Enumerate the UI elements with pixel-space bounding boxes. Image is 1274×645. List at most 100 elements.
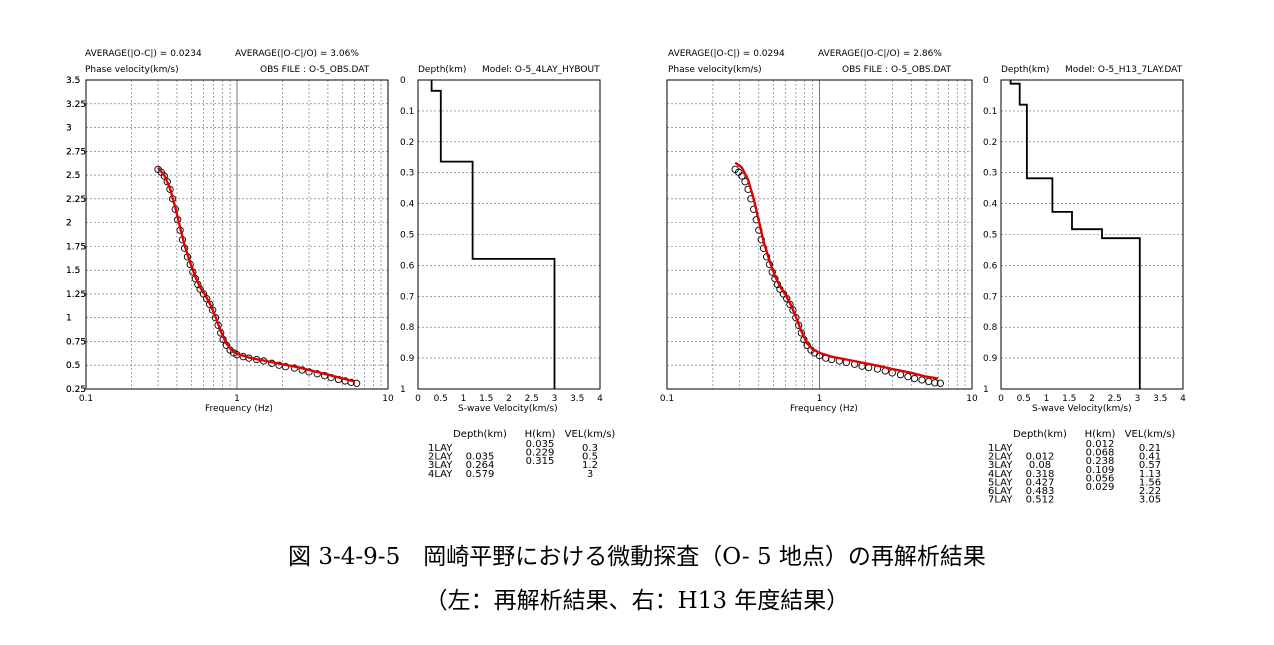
y-tick-label: 0 [400, 76, 406, 86]
table-layer-label: 2LAY [988, 452, 1013, 463]
model-label: Model: O-5_H13_7LAY.DAT [1065, 65, 1183, 75]
x-tick-label: 10 [382, 394, 394, 404]
x-tick-label: 3 [552, 394, 558, 404]
y-tick-label: 0.6 [983, 261, 998, 271]
obs-file-label: OBS FILE : O-5_OBS.DAT [842, 65, 952, 75]
y-tick-label: 2.75 [66, 147, 86, 157]
table-depth-value: 0.579 [466, 469, 495, 480]
observed-point [910, 374, 919, 383]
model-label: Model: O-5_4LAY_HYBOUT [482, 65, 600, 75]
plot-frame [666, 79, 973, 390]
plot-frame [1000, 79, 1184, 390]
y-tick-label: 1 [400, 385, 406, 395]
x-tick-label: 10 [966, 394, 978, 404]
x-tick-label: 0 [415, 394, 421, 404]
y-tick-label: 0.2 [400, 138, 414, 148]
calculated-curve [734, 161, 939, 380]
table-header: VEL(km/s) [1125, 429, 1176, 440]
x-tick-label: 2.5 [525, 394, 539, 404]
plot-frame [85, 79, 389, 390]
table-h-value: 0.315 [526, 456, 555, 467]
table-layer-label: 2LAY [428, 452, 453, 463]
y-tick-label: 0.1 [983, 107, 997, 117]
dispersion-chart-left: AVERAGE(|O-C|) = 0.0234 AVERAGE(|O-C|/O)… [66, 49, 394, 414]
y-tick-label: 0.7 [400, 292, 414, 302]
table-h-value: 0.068 [1086, 448, 1115, 459]
plot-frame [417, 79, 601, 390]
observed-point [904, 372, 912, 381]
profile-chart-left: Depth(km) Model: O-5_4LAY_HYBOUT S-wave … [400, 65, 615, 480]
table-layer-label: 4LAY [988, 469, 1013, 480]
y-tick-label: 3 [66, 124, 72, 134]
y-tick-label: 0 [983, 76, 989, 86]
x-tick-label: 0.1 [660, 394, 674, 404]
profile-chart-right: Depth(km) Model: O-5_H13_7LAY.DAT S-wave… [983, 65, 1186, 506]
table-header: Depth(km) [453, 429, 507, 440]
table-depth-value: 0.035 [466, 452, 495, 463]
y-tick-label: 0.75 [66, 337, 86, 347]
x-tick-label: 1.5 [1062, 394, 1076, 404]
y-tick-label: 2.5 [66, 171, 80, 181]
y-tick-label: 1 [983, 385, 989, 395]
caption-line-2: （左：再解析結果、右：H13 年度結果） [425, 588, 850, 614]
y-tick-label: 0.75 [66, 337, 86, 347]
table-h-value: 0.029 [1086, 482, 1115, 493]
table-vel-value: 1.56 [1139, 477, 1161, 488]
table-vel-value: 0.57 [1139, 460, 1161, 471]
y-tick-label: 0.4 [983, 200, 998, 210]
x-tick-label: 2 [506, 394, 512, 404]
x-tick-label: 3 [1135, 394, 1141, 404]
x-axis-label: S-wave Velocity(km/s) [458, 404, 558, 414]
y-tick-label: 3 [66, 124, 72, 134]
x-tick-label: 0 [998, 394, 1004, 404]
phase-velocity-label: Phase velocity(km/s) [85, 65, 179, 75]
y-tick-label: 1.25 [66, 290, 86, 300]
y-tick-label: 1 [66, 314, 72, 324]
x-tick-label: 2 [1089, 394, 1095, 404]
x-tick-label: 1.5 [479, 394, 493, 404]
table-vel-value: 0.3 [582, 443, 598, 454]
y-tick-label: 1.5 [66, 266, 80, 276]
observed-point [931, 379, 939, 387]
table-depth-value: 0.264 [466, 460, 495, 471]
x-tick-label: 3.5 [570, 394, 584, 404]
y-tick-label: 0.9 [983, 354, 998, 364]
avg-rel-text: AVERAGE(|O-C|/O) = 3.06% [235, 49, 359, 59]
calculated-curve [157, 166, 355, 383]
table-layer-label: 3LAY [428, 460, 453, 471]
depth-label: Depth(km) [418, 65, 466, 75]
x-tick-label: 1 [1044, 394, 1050, 404]
table-h-value: 0.109 [1086, 465, 1115, 476]
table-header: Depth(km) [1013, 429, 1067, 440]
caption-line-1: 図 3-4-9-5 岡崎平野における微動探査（O- 5 地点）の再解析結果 [288, 544, 986, 570]
x-tick-label: 1 [817, 394, 823, 404]
table-layer-label: 3LAY [988, 460, 1013, 471]
avg-rel-text: AVERAGE(|O-C|/O) = 2.86% [818, 49, 942, 59]
depth-label: Depth(km) [1001, 65, 1049, 75]
x-tick-label: 0.5 [1017, 394, 1031, 404]
table-depth-value: 0.318 [1026, 469, 1055, 480]
table-layer-label: 6LAY [988, 486, 1013, 497]
table-vel-value: 1.2 [582, 460, 598, 471]
observed-point [918, 376, 926, 384]
velocity-profile-line [1009, 80, 1141, 389]
table-vel-value: 3.05 [1139, 495, 1161, 506]
y-tick-label: 0.1 [400, 107, 414, 117]
table-layer-label: 7LAY [988, 495, 1013, 506]
phase-velocity-label: Phase velocity(km/s) [668, 65, 762, 75]
table-h-value: 0.056 [1086, 473, 1115, 484]
y-tick-label: 2 [66, 219, 72, 229]
table-layer-label: 1LAY [988, 443, 1013, 454]
y-tick-label: 3.5 [66, 76, 80, 86]
y-tick-label: 0.5 [66, 361, 80, 371]
observed-point [925, 377, 933, 386]
table-depth-value: 0.483 [1026, 486, 1055, 497]
x-tick-label: 1 [234, 394, 240, 404]
avg-abs-text: AVERAGE(|O-C|) = 0.0234 [85, 49, 202, 59]
dispersion-chart-right: AVERAGE(|O-C|) = 0.0294 AVERAGE(|O-C|/O)… [66, 49, 978, 414]
y-tick-label: 2.5 [66, 171, 80, 181]
y-tick-label: 0.3 [983, 169, 997, 179]
table-vel-value: 0.21 [1139, 443, 1161, 454]
table-layer-label: 4LAY [428, 469, 453, 480]
